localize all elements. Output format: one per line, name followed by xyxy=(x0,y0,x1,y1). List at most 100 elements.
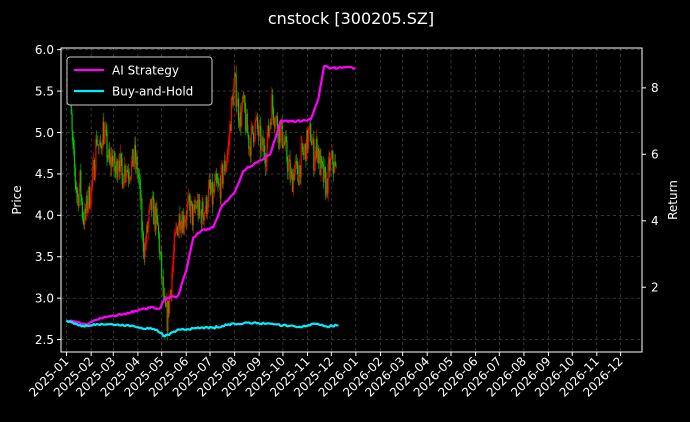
candle-body xyxy=(303,150,305,156)
candle-body xyxy=(283,141,285,148)
candle-body xyxy=(331,151,333,158)
candle-body xyxy=(126,169,128,175)
candle-body xyxy=(254,121,256,140)
candle-body xyxy=(209,179,211,189)
candle-body xyxy=(224,160,226,172)
candle-body xyxy=(168,295,171,314)
candle-body xyxy=(281,119,283,146)
candle-body xyxy=(181,220,183,233)
candle-body xyxy=(193,204,195,211)
candle-body xyxy=(266,141,268,163)
candle-body xyxy=(130,161,133,177)
candle-body xyxy=(76,189,78,194)
candle-body xyxy=(90,186,92,206)
candle-body xyxy=(261,137,263,140)
candle-body xyxy=(145,243,147,245)
candle-body xyxy=(276,116,278,131)
candle-body xyxy=(87,205,89,211)
candle-body xyxy=(263,145,265,152)
candle-body xyxy=(321,162,324,165)
candle-body xyxy=(174,233,176,237)
candle-body xyxy=(327,163,329,194)
candle-body xyxy=(300,143,302,177)
candle-body xyxy=(153,206,156,225)
candle-body xyxy=(203,212,206,221)
candle-body xyxy=(315,138,317,151)
candle-body xyxy=(236,105,238,108)
candle-body xyxy=(314,161,316,171)
candle-body xyxy=(220,167,222,199)
candle-body xyxy=(128,177,130,179)
candle-body xyxy=(299,165,301,177)
y-axis-left-ticks: 2.5 3.0 3.5 4.0 4.5 5.0 5.5 6.0 xyxy=(35,43,61,347)
candle-body xyxy=(99,141,101,146)
y-left-tick-label: 5.0 xyxy=(35,126,54,140)
candle-body xyxy=(73,149,76,168)
candle-body xyxy=(248,135,250,150)
candle-body xyxy=(123,183,125,189)
candle-body xyxy=(200,212,202,225)
candle-body xyxy=(258,126,260,137)
candle-body xyxy=(238,120,240,127)
candle-body xyxy=(140,198,142,201)
y-axis-right-label: Return xyxy=(666,180,680,220)
candle-body xyxy=(97,144,99,146)
candle-body xyxy=(235,75,237,108)
candle-body xyxy=(134,145,137,164)
candle-body xyxy=(175,228,177,234)
candle-body xyxy=(153,198,155,225)
candle-body xyxy=(111,155,113,167)
y-axis-right-ticks: 2 4 6 8 xyxy=(642,81,659,295)
candle-body xyxy=(222,173,225,184)
candle-body xyxy=(233,73,236,86)
candle-body xyxy=(169,290,171,296)
candle-body xyxy=(252,125,254,134)
candle-body xyxy=(188,195,190,201)
candle-body xyxy=(280,119,282,127)
chart-title: cnstock [300205.SZ] xyxy=(268,9,434,28)
candle-body xyxy=(240,112,242,126)
candle-body xyxy=(279,124,281,143)
candle-body xyxy=(226,153,229,162)
candle-body xyxy=(188,195,191,202)
candle-body xyxy=(215,173,217,181)
candle-body xyxy=(325,171,327,196)
series-line-ai-strategy xyxy=(65,64,356,326)
candle-body xyxy=(291,174,294,193)
candle-body xyxy=(114,152,116,172)
candle-body xyxy=(202,201,204,216)
candle-body xyxy=(262,137,264,152)
candle-body xyxy=(146,225,148,232)
candle-body xyxy=(101,147,103,149)
candle-body xyxy=(277,130,279,143)
candle-body xyxy=(118,160,120,167)
candle-body xyxy=(321,156,323,163)
candle-body xyxy=(199,212,202,214)
candle-body xyxy=(292,173,294,193)
candle-body xyxy=(176,226,178,229)
candle-body xyxy=(138,174,140,178)
candle-body xyxy=(222,165,224,184)
candle-body xyxy=(230,97,233,131)
candle-body xyxy=(319,150,321,176)
candle-body xyxy=(171,274,173,295)
candle-body xyxy=(119,153,122,172)
candle-body xyxy=(237,98,240,121)
candle-body xyxy=(85,195,87,214)
candle-body xyxy=(165,302,168,307)
legend-label-ai-strategy: AI Strategy xyxy=(112,64,179,78)
candle-body xyxy=(72,131,74,145)
candle-body xyxy=(305,143,307,162)
candle-body xyxy=(218,183,221,186)
candle-body xyxy=(203,215,205,221)
candle-body xyxy=(304,143,306,151)
candle-body xyxy=(278,124,280,143)
candle-body xyxy=(173,236,175,254)
candle-body xyxy=(335,165,337,168)
candle-body xyxy=(186,206,188,220)
candle-body xyxy=(83,218,85,225)
candle-body xyxy=(176,226,179,236)
candle-body xyxy=(157,224,160,234)
candle-body xyxy=(199,199,201,213)
candle-body xyxy=(259,126,261,127)
